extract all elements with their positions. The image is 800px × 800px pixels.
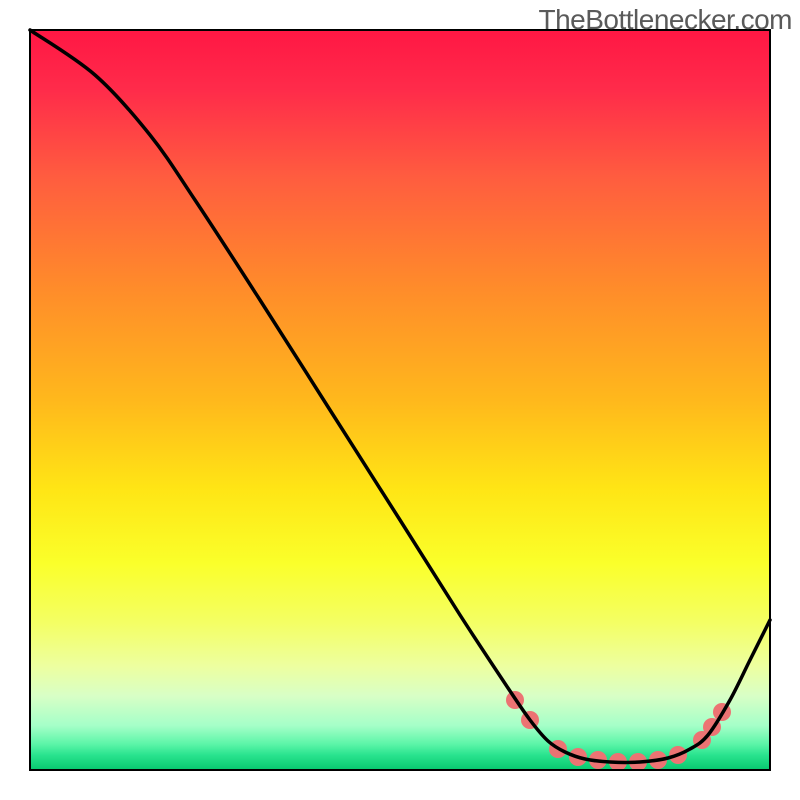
bottleneck-curve xyxy=(30,30,770,762)
curve-layer xyxy=(0,0,800,800)
watermark-text: TheBottlenecker.com xyxy=(538,4,792,36)
chart-container: TheBottlenecker.com xyxy=(0,0,800,800)
